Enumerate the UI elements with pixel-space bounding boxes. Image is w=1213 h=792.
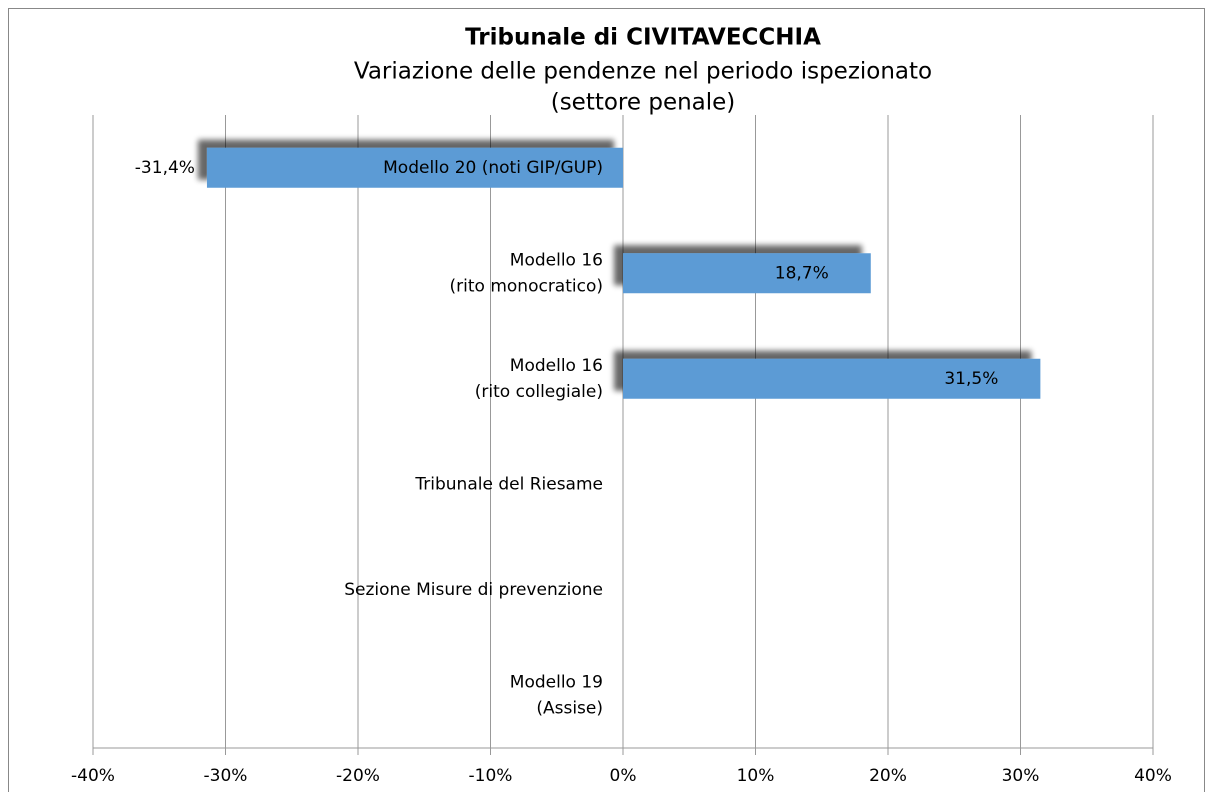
data-label: 18,7% — [775, 263, 829, 283]
x-tick-label: -20% — [336, 766, 380, 786]
data-label: -31,4% — [135, 158, 195, 178]
x-tick-label: 30% — [1002, 766, 1040, 786]
y-tick-label: (rito collegiale) — [475, 382, 603, 402]
y-tick-label: Modello 20 (noti GIP/GUP) — [383, 158, 603, 178]
y-tick-label: (Assise) — [536, 698, 603, 718]
x-tick-label: 0% — [610, 766, 637, 786]
chart-subtitle: (settore penale) — [551, 90, 736, 116]
x-tick-label: 10% — [737, 766, 775, 786]
bar — [623, 253, 871, 294]
x-tick-label: 20% — [869, 766, 907, 786]
x-tick-label: -10% — [469, 766, 513, 786]
data-label: 31,5% — [944, 369, 998, 389]
x-tick-label: -30% — [204, 766, 248, 786]
chart-subtitle: Variazione delle pendenze nel periodo is… — [354, 59, 932, 85]
x-tick-label: 40% — [1134, 766, 1172, 786]
x-tick-label: -40% — [71, 766, 115, 786]
bar — [623, 358, 1041, 399]
y-tick-label: Modello 19 — [510, 672, 603, 692]
chart-frame — [8, 8, 1205, 792]
y-tick-label: Modello 16 — [510, 356, 603, 376]
bar — [206, 147, 623, 188]
y-tick-label: Modello 16 — [510, 250, 603, 270]
y-tick-label: Sezione Misure di prevenzione — [344, 580, 603, 600]
y-tick-label: (rito monocratico) — [450, 276, 603, 296]
y-tick-label: Tribunale del Riesame — [414, 474, 603, 494]
chart-title: Tribunale di CIVITAVECCHIA — [465, 25, 821, 51]
